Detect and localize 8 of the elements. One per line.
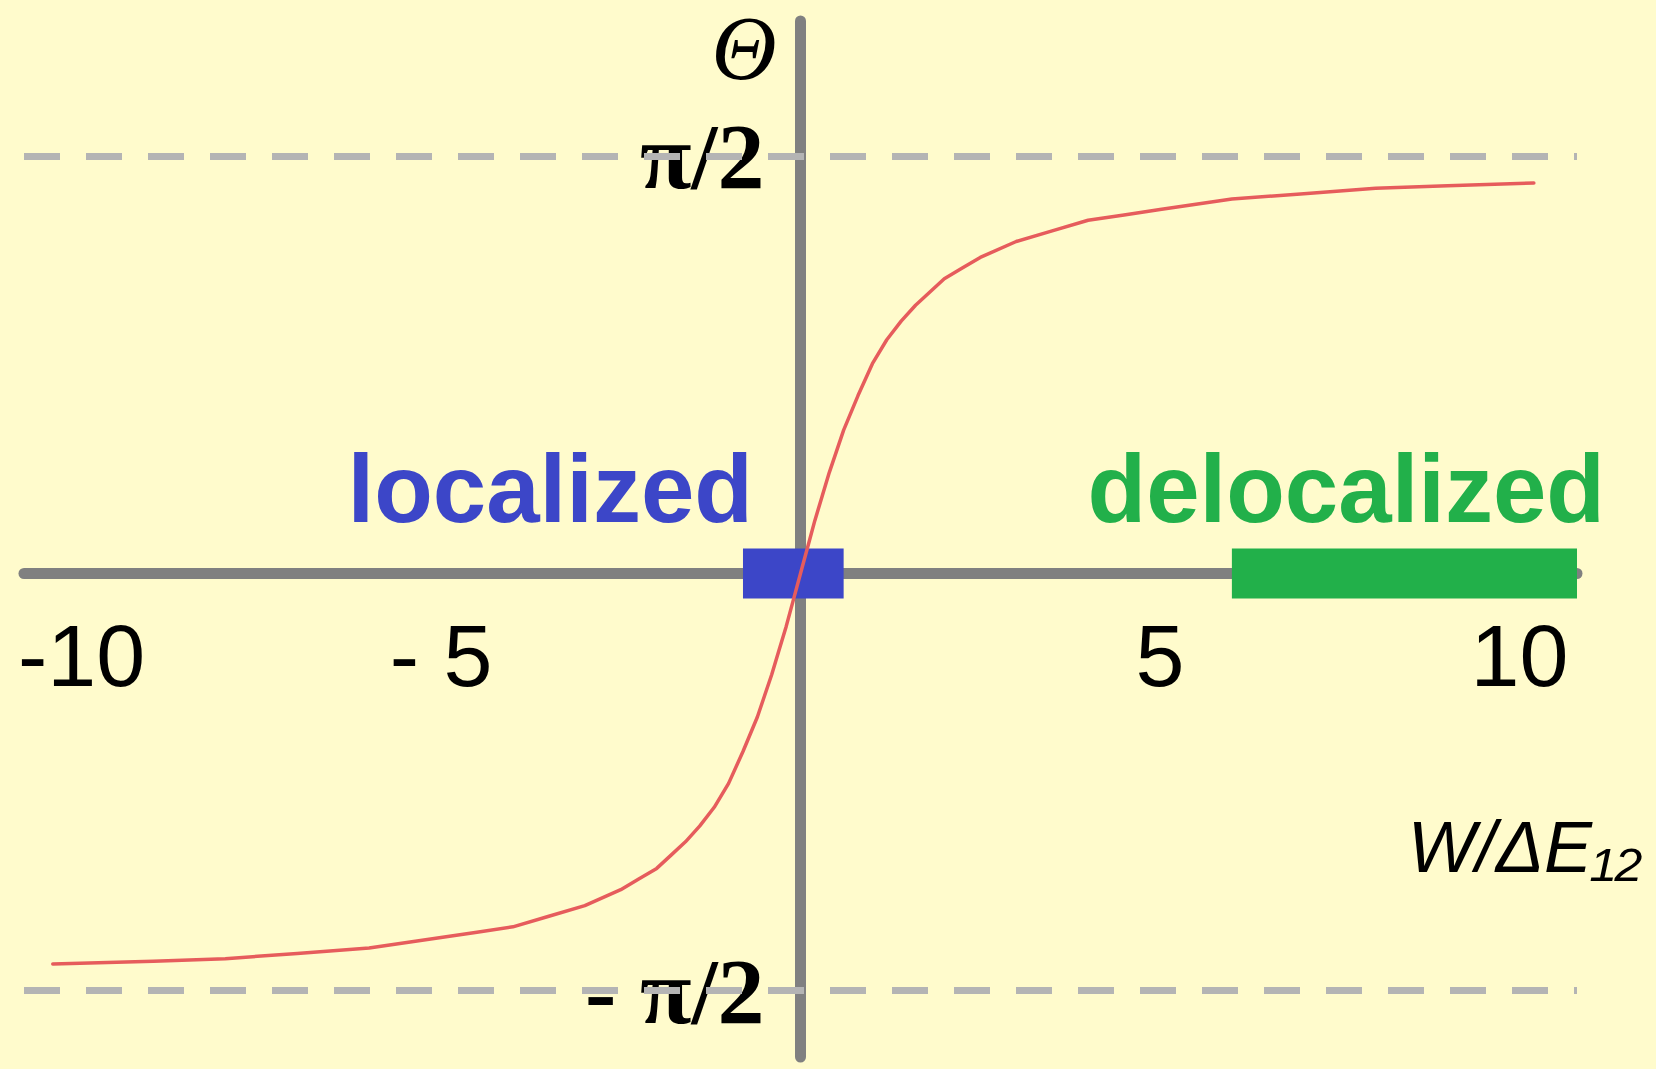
x-tick-label: 10 <box>1470 606 1569 706</box>
x-tick-label: -10 <box>17 606 146 706</box>
x-tick-label: 5 <box>1135 606 1185 706</box>
x-axis-title: W/ΔE₁₂ <box>1407 807 1643 887</box>
band-label: delocalized <box>1087 435 1605 543</box>
y-axis-title: Θ <box>711 0 777 98</box>
band-label: localized <box>347 435 753 543</box>
x-tick-label: - 5 <box>389 606 493 706</box>
